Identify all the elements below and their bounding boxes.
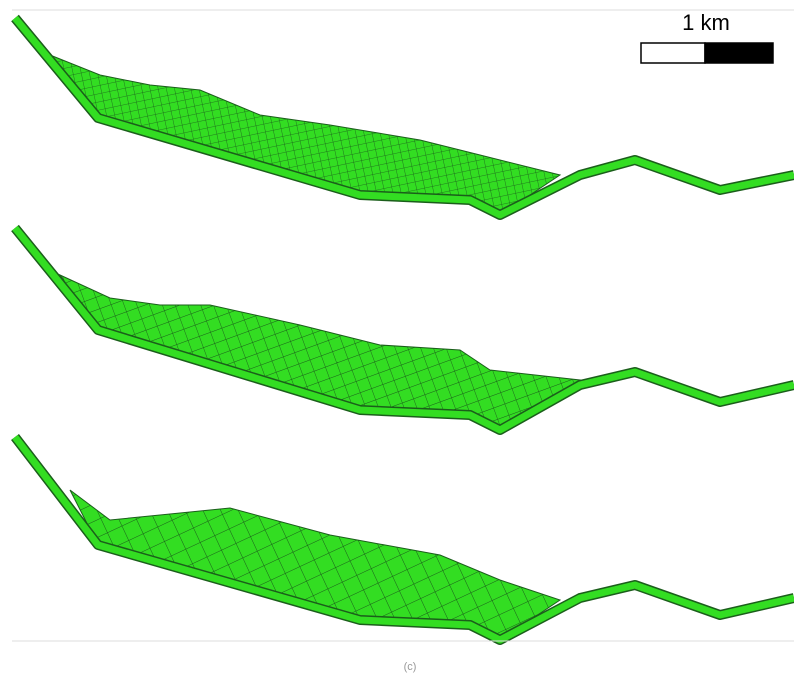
deposit [50, 55, 560, 215]
panel-3 [15, 437, 794, 640]
scale-bar: 1 km [641, 10, 773, 63]
deposit [60, 275, 580, 430]
scale-segment-black [705, 43, 773, 63]
deposit [70, 490, 560, 640]
figure: 1 km (c) [0, 0, 794, 679]
caption: (c) [404, 661, 417, 673]
scale-segment-white [641, 43, 705, 63]
scale-label: 1 km [682, 10, 730, 35]
panel-2 [15, 228, 794, 430]
